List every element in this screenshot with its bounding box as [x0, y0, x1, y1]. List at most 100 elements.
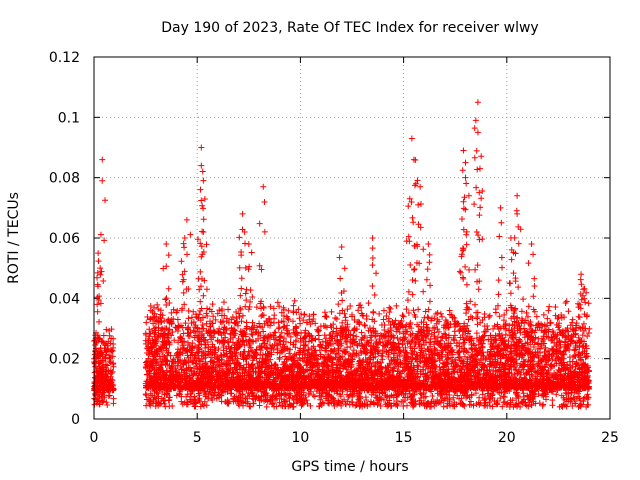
- data-point: [422, 348, 429, 355]
- y-tick-label: 0.04: [49, 291, 80, 307]
- data-point: [196, 328, 203, 335]
- data-point: [170, 306, 177, 313]
- data-point: [393, 344, 400, 351]
- data-point: [280, 324, 287, 331]
- data-point: [220, 299, 227, 306]
- data-point: [344, 321, 351, 328]
- data-point: [580, 328, 587, 335]
- data-point: [556, 326, 563, 333]
- data-point: [569, 358, 576, 365]
- data-point: [168, 309, 175, 316]
- data-point: [96, 318, 103, 325]
- data-point: [441, 330, 448, 337]
- data-point: [101, 394, 108, 401]
- data-point: [341, 310, 348, 317]
- data-point: [366, 355, 373, 362]
- data-point: [191, 328, 198, 335]
- data-point: [276, 303, 283, 310]
- data-points: [91, 99, 593, 410]
- data-point: [96, 336, 103, 343]
- data-point: [412, 313, 419, 320]
- data-point: [467, 298, 474, 305]
- x-tick-label: 5: [193, 430, 202, 446]
- data-point: [461, 353, 468, 360]
- data-point: [407, 331, 414, 338]
- data-point: [536, 324, 543, 331]
- data-point: [280, 304, 287, 311]
- data-point: [328, 308, 335, 315]
- data-point: [549, 356, 556, 363]
- data-point: [237, 350, 244, 357]
- data-point: [307, 321, 314, 328]
- data-point: [243, 361, 250, 368]
- data-point: [278, 318, 285, 325]
- data-point: [247, 298, 254, 305]
- data-point: [341, 348, 348, 355]
- data-point: [418, 345, 425, 352]
- data-point: [159, 344, 166, 351]
- data-point: [490, 325, 497, 332]
- data-point: [397, 360, 404, 367]
- data-point: [110, 335, 117, 342]
- data-point: [338, 340, 345, 347]
- data-point: [355, 307, 362, 314]
- data-point: [508, 342, 515, 349]
- data-point: [479, 333, 486, 340]
- data-point: [203, 320, 210, 327]
- data-point: [107, 354, 114, 361]
- data-point: [347, 352, 354, 359]
- data-point: [103, 326, 110, 333]
- data-point: [376, 310, 383, 317]
- data-point: [339, 319, 346, 326]
- data-point: [439, 313, 446, 320]
- data-point: [364, 359, 371, 366]
- data-point: [270, 320, 277, 326]
- data-point: [395, 363, 402, 370]
- data-point: [96, 393, 103, 400]
- data-point: [151, 304, 158, 311]
- data-point: [579, 332, 586, 339]
- data-point: [377, 332, 384, 339]
- data-point: [535, 354, 542, 361]
- data-point: [322, 338, 329, 345]
- data-point: [567, 322, 574, 329]
- data-point: [286, 362, 293, 369]
- data-point: [272, 361, 279, 368]
- data-point: [94, 386, 101, 393]
- data-point: [203, 310, 210, 317]
- data-point: [492, 309, 499, 316]
- data-point: [507, 377, 514, 384]
- data-point: [545, 307, 552, 314]
- data-point: [154, 301, 161, 308]
- data-point: [361, 332, 368, 339]
- data-point: [582, 369, 589, 376]
- data-point: [105, 381, 112, 388]
- data-point: [554, 315, 561, 322]
- data-point: [97, 345, 104, 352]
- data-point: [565, 308, 572, 315]
- data-point: [321, 309, 328, 316]
- data-point: [161, 353, 168, 360]
- data-point: [394, 335, 401, 342]
- data-point: [142, 337, 149, 344]
- data-point: [102, 355, 109, 362]
- data-point: [497, 347, 504, 354]
- data-point: [286, 350, 293, 357]
- data-point: [198, 325, 205, 332]
- data-point: [350, 327, 357, 334]
- data-point: [104, 362, 111, 369]
- data-point: [508, 315, 515, 322]
- data-point: [558, 330, 565, 337]
- data-point: [285, 316, 292, 323]
- data-point: [205, 351, 212, 358]
- data-point: [109, 368, 116, 375]
- data-point: [260, 328, 267, 335]
- data-point: [405, 309, 412, 316]
- data-point: [365, 300, 372, 307]
- data-point: [212, 316, 219, 323]
- data-point: [108, 370, 115, 377]
- data-point: [233, 365, 240, 372]
- data-point: [249, 319, 256, 326]
- data-point: [228, 344, 235, 351]
